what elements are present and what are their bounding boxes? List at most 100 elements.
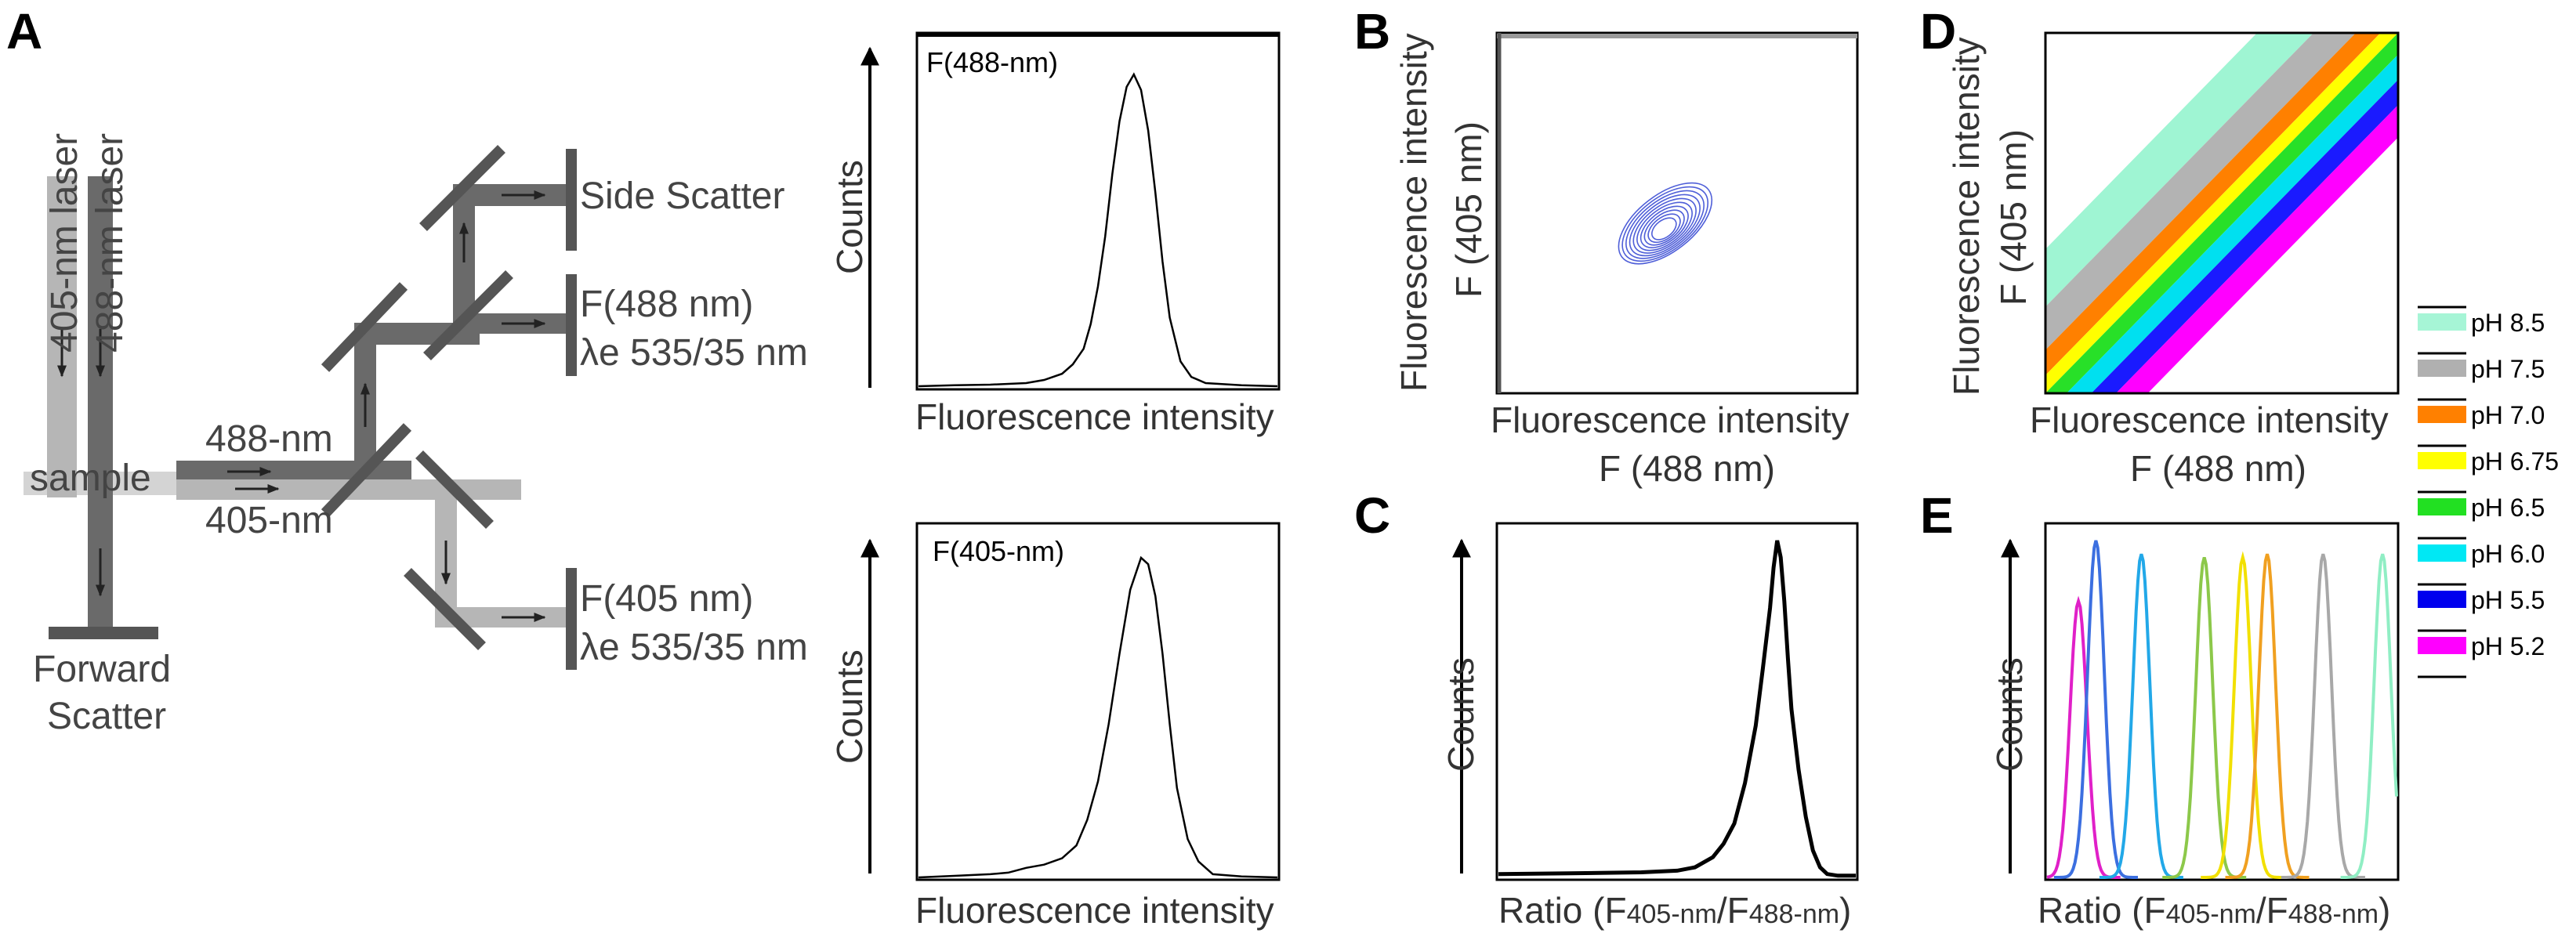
mirror-5 — [415, 450, 494, 529]
optical-path-diagram: 405-nm laser 488-nm laser 488-nm 405-nm … — [24, 133, 808, 737]
density-corner-mask — [2045, 33, 2092, 96]
ratio-e-ylabel: Counts — [1989, 657, 2030, 772]
density-ylabel: Fluorescence intensity — [1946, 37, 1987, 396]
mirror-3 — [419, 145, 505, 231]
panel-letter-b: B — [1354, 3, 1390, 60]
side-scatter-detector — [566, 149, 577, 251]
contour-level — [1647, 213, 1681, 244]
histogram-488-panel: Counts F(488-nm) Fluorescence intensity — [829, 31, 1281, 437]
forward-label: Forward — [33, 649, 171, 690]
scatter-label: Scatter — [47, 696, 166, 737]
contour-level — [1651, 217, 1677, 241]
laser-405-label: 405-nm laser — [44, 133, 85, 353]
ratio-c-mid: /F — [1717, 890, 1749, 931]
contour-level — [1639, 205, 1689, 248]
histogram-405-curve — [918, 555, 1278, 879]
contour-panel: Fluorescence intensity F (405 nm) Fluore… — [1393, 31, 1859, 489]
panel-letter-d: D — [1920, 3, 1956, 60]
density-band — [2091, 79, 2398, 393]
legend-swatch — [2418, 452, 2466, 469]
ratio-c-xlabel: Ratio (F405-nm/F488-nm) — [1498, 890, 1851, 931]
legend-label: pH 6.0 — [2471, 540, 2545, 568]
contour-frame — [1495, 31, 1859, 395]
density-xlabel-2: F (488 nm) — [2130, 448, 2306, 489]
laser-488-label: 488-nm laser — [89, 133, 131, 353]
density-band — [2045, 33, 2398, 393]
contour-level — [1632, 197, 1697, 254]
f488-filter-label: λe 535/35 nm — [580, 332, 808, 374]
ratio-e-suffix: ) — [2379, 890, 2390, 931]
legend-label: pH 5.2 — [2471, 632, 2545, 660]
density-xlabel: Fluorescence intensity — [2030, 400, 2389, 440]
histogram-405-title: F(405-nm) — [933, 535, 1064, 567]
contour-lines — [1618, 182, 1713, 265]
ratio-e-xlabel: Ratio (F405-nm/F488-nm) — [2038, 890, 2390, 931]
mirror-2 — [321, 282, 408, 372]
legend-label: pH 7.5 — [2471, 355, 2545, 383]
beam-488-label: 488-nm — [205, 418, 333, 460]
contour-level — [1636, 201, 1693, 251]
density-band — [2116, 105, 2398, 393]
ratio-e-series-line — [2281, 553, 2365, 879]
f405-label: F(405 nm) — [580, 578, 753, 620]
density-band — [2066, 54, 2398, 393]
ratio-c-suffix: ) — [1839, 890, 1851, 931]
ratio-e-curves — [2046, 540, 2398, 879]
mirror-4 — [423, 270, 513, 360]
f405-filter-label: λe 535/35 nm — [580, 627, 808, 668]
ratio-e-sub1: 405-nm — [2166, 899, 2256, 929]
density-band-group — [2045, 33, 2398, 393]
contour-xlabel-2: F (488 nm) — [1599, 448, 1775, 489]
panel-letter-a: A — [6, 3, 42, 60]
ratio-panel-c: Counts Ratio (F405-nm/F488-nm) — [1440, 522, 1859, 931]
f488-detector — [566, 274, 577, 376]
f488-label: F(488 nm) — [580, 284, 753, 325]
legend-label: pH 7.0 — [2471, 401, 2545, 429]
contour-xlabel: Fluorescence intensity — [1491, 400, 1850, 440]
density-frame — [2044, 31, 2400, 395]
ratio-c-sub1: 405-nm — [1627, 899, 1717, 929]
histogram-405-panel: Counts F(405-nm) Fluorescence intensity — [829, 522, 1281, 931]
histogram-488-curve — [918, 72, 1278, 388]
contour-ylabel-2: F (405 nm) — [1448, 121, 1489, 298]
legend-swatch — [2418, 360, 2466, 377]
f405-detector — [566, 568, 577, 670]
histogram-405-ylabel: Counts — [829, 649, 870, 764]
ratio-e-prefix: Ratio (F — [2038, 890, 2166, 931]
legend-swatch — [2418, 637, 2466, 654]
legend-label: pH 8.5 — [2471, 309, 2545, 337]
ratio-e-series-line — [2201, 551, 2285, 879]
legend-swatch — [2418, 406, 2466, 423]
ratio-panel-e: Counts Ratio (F405-nm/F488-nm) — [1989, 522, 2400, 931]
ph-legend: pH 8.5 pH 7.5 pH 7.0 pH 6.75 pH 6.5 pH 6.0 pH … — [2418, 306, 2559, 678]
contour-level — [1618, 182, 1713, 265]
density-bands — [2045, 33, 2398, 393]
panel-letter-e: E — [1920, 487, 1954, 544]
ratio-e-series-line — [2340, 553, 2398, 879]
legend-swatch — [2418, 544, 2466, 562]
legend-swatch — [2418, 498, 2466, 515]
histogram-488-frame — [915, 31, 1281, 391]
ratio-e-frame — [2044, 522, 2400, 881]
sample-label: sample — [30, 458, 151, 499]
ratio-c-ylabel: Counts — [1440, 657, 1481, 772]
side-scatter-label: Side Scatter — [580, 175, 784, 217]
ratio-c-sub2: 488-nm — [1749, 899, 1839, 929]
histogram-488-title: F(488-nm) — [926, 46, 1058, 78]
contour-level — [1629, 194, 1701, 257]
legend-label: pH 6.75 — [2471, 447, 2559, 476]
density-ylabel-2: F (405 nm) — [1993, 129, 2034, 306]
density-panel: Fluorescence intensity F (405 nm) Fluore… — [1946, 31, 2400, 489]
ratio-e-sub2: 488-nm — [2288, 899, 2379, 929]
beam-405-label: 405-nm — [205, 500, 333, 541]
histogram-488-xlabel: Fluorescence intensity — [915, 396, 1274, 437]
panel-letter-c: C — [1354, 487, 1390, 544]
mirror-6 — [404, 568, 486, 650]
legend-swatch — [2418, 313, 2466, 331]
histogram-488-ylabel: Counts — [829, 160, 870, 274]
mirror-1 — [321, 423, 412, 517]
legend-label: pH 5.5 — [2471, 586, 2545, 614]
contour-level — [1625, 190, 1705, 259]
ratio-c-prefix: Ratio (F — [1498, 890, 1627, 931]
